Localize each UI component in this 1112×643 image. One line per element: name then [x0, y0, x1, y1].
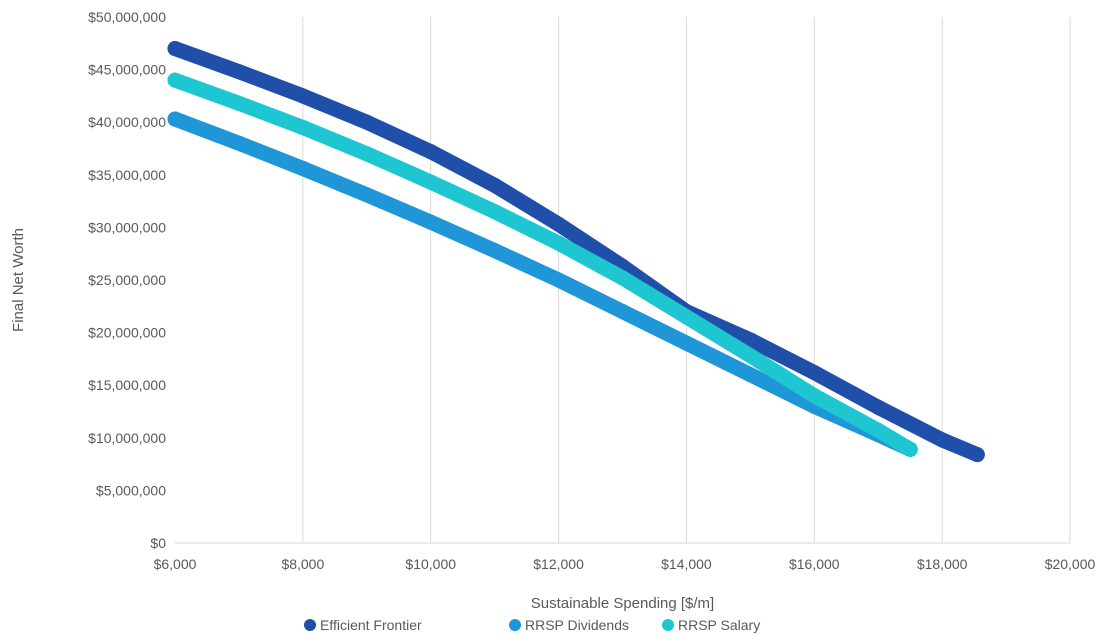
- series-layer: [167, 41, 985, 463]
- data-point: [423, 214, 439, 230]
- data-point: [969, 447, 985, 463]
- y-tick-label: $25,000,000: [88, 272, 166, 288]
- data-point: [231, 64, 247, 80]
- series-rrsp-salary: [167, 72, 918, 457]
- data-point: [167, 41, 183, 57]
- x-tick-label: $10,000: [405, 556, 456, 572]
- x-tick-label: $6,000: [154, 556, 197, 572]
- series-line: [167, 41, 985, 463]
- y-tick-label: $40,000,000: [88, 114, 166, 130]
- data-point: [423, 144, 439, 160]
- data-point: [870, 399, 886, 415]
- data-point: [742, 348, 758, 364]
- data-point: [487, 243, 503, 259]
- x-axis-title: Sustainable Spending [$/m]: [531, 595, 714, 612]
- data-point: [295, 88, 311, 104]
- y-tick-label: $0: [150, 535, 166, 551]
- series-line: [167, 111, 918, 457]
- data-point: [678, 309, 694, 325]
- data-point: [359, 114, 375, 130]
- legend-item: RRSP Dividends: [509, 617, 629, 633]
- legend-marker: [662, 619, 674, 631]
- y-tick-label: $20,000,000: [88, 325, 166, 341]
- data-point: [231, 95, 247, 111]
- legend-marker: [509, 619, 521, 631]
- legend-item: Efficient Frontier: [304, 617, 422, 633]
- x-tick-label: $16,000: [789, 556, 840, 572]
- grid-lines: [302, 17, 1071, 543]
- legend: Efficient Frontier RRSP Dividends RRSP Sal…: [304, 617, 760, 633]
- data-point: [423, 174, 439, 190]
- data-point: [551, 216, 567, 232]
- x-tick-label: $8,000: [281, 556, 324, 572]
- legend-label: RRSP Salary: [678, 617, 760, 633]
- y-tick-label: $35,000,000: [88, 167, 166, 183]
- data-point: [487, 177, 503, 193]
- data-point: [167, 111, 183, 127]
- data-point: [615, 270, 630, 286]
- x-tick-label: $12,000: [533, 556, 584, 572]
- data-point: [359, 187, 375, 203]
- data-point: [806, 388, 822, 404]
- data-point: [934, 432, 950, 448]
- y-tick-label: $50,000,000: [88, 9, 166, 25]
- data-point: [551, 272, 567, 288]
- data-point: [615, 304, 630, 320]
- x-tick-label: $18,000: [917, 556, 968, 572]
- y-tick-label: $30,000,000: [88, 219, 166, 235]
- x-tick-labels: $6,000 $8,000 $10,000 $12,000 $14,000 $16,000…: [154, 556, 1096, 572]
- data-point: [167, 72, 183, 88]
- data-point: [295, 160, 311, 176]
- data-point: [359, 146, 375, 162]
- y-axis-title: Final Net Worth: [10, 228, 27, 332]
- data-point: [870, 422, 886, 438]
- data-point: [295, 119, 311, 135]
- data-point: [678, 335, 694, 351]
- series-rrsp-dividends: [167, 111, 918, 457]
- legend-marker: [304, 619, 316, 631]
- data-point: [902, 441, 918, 457]
- data-point: [487, 204, 503, 220]
- legend-label: RRSP Dividends: [525, 617, 629, 633]
- legend-item: RRSP Salary: [662, 617, 760, 633]
- data-point: [806, 365, 822, 381]
- y-tick-label: $15,000,000: [88, 377, 166, 393]
- y-tick-labels: $0 $5,000,000 $10,000,000 $15,000,000 $20,00…: [88, 9, 166, 551]
- legend-label: Efficient Frontier: [320, 617, 422, 633]
- data-point: [551, 235, 567, 251]
- x-tick-label: $14,000: [661, 556, 712, 572]
- data-point: [231, 135, 247, 151]
- x-tick-label: $20,000: [1045, 556, 1096, 572]
- y-tick-label: $45,000,000: [88, 62, 166, 78]
- data-point: [742, 332, 758, 348]
- y-tick-label: $5,000,000: [96, 482, 166, 498]
- y-tick-label: $10,000,000: [88, 430, 166, 446]
- data-point: [742, 367, 758, 383]
